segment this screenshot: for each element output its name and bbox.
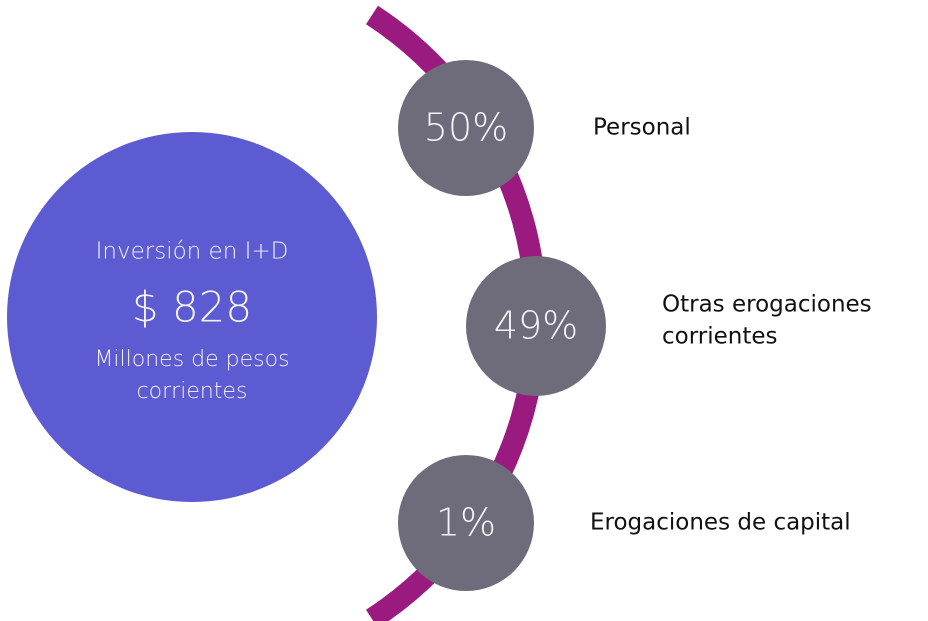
item-circle: [398, 455, 534, 591]
main-amount: $ 828: [132, 283, 252, 332]
item-label: Personal: [593, 115, 691, 141]
item-percent: 49%: [494, 304, 578, 348]
item-circle: [466, 256, 606, 396]
item-label: Otras erogaciones: [662, 292, 872, 318]
main-unit: corrientes: [137, 379, 248, 404]
item-circle: [398, 60, 534, 196]
main-circle: [7, 132, 377, 502]
item-label: corrientes: [662, 324, 778, 350]
main-title: Inversión en I+D: [96, 239, 289, 265]
item-percent: 50%: [424, 106, 508, 150]
item-label: Erogaciones de capital: [590, 510, 851, 536]
item-percent: 1%: [436, 501, 496, 545]
main-unit: Millones de pesos: [94, 347, 289, 372]
